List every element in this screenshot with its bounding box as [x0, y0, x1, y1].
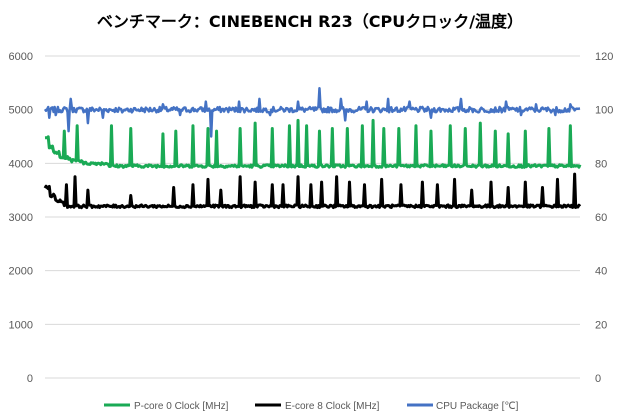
left-axis-ticks: 0 1000 2000 3000 4000 5000 6000	[9, 51, 33, 385]
right-tick-label: 0	[595, 373, 601, 385]
series-line-2	[43, 86, 581, 138]
left-tick-label: 6000	[9, 51, 33, 63]
series-line-0	[44, 118, 582, 169]
right-tick-label: 60	[595, 212, 607, 224]
legend: P-core 0 Clock [MHz] E-core 8 Clock [MHz]…	[104, 401, 519, 412]
right-tick-label: 100	[595, 105, 613, 117]
left-tick-label: 0	[27, 373, 33, 385]
legend-label-0: P-core 0 Clock [MHz]	[134, 401, 229, 412]
series-lines	[43, 86, 582, 210]
right-tick-label: 80	[595, 158, 607, 170]
left-tick-label: 5000	[9, 105, 33, 117]
legend-label-1: E-core 8 Clock [MHz]	[285, 401, 380, 412]
legend-label-2: CPU Package [℃]	[436, 401, 519, 412]
series-line-1	[43, 172, 582, 210]
grid	[45, 55, 580, 379]
left-tick-label: 2000	[9, 266, 33, 278]
left-tick-label: 4000	[9, 158, 33, 170]
chart-title: ベンチマーク：CINEBENCH R23（CPUクロック/温度）	[97, 12, 523, 31]
right-tick-label: 120	[595, 51, 613, 63]
right-axis-ticks: 0 20 40 60 80 100 120	[595, 51, 613, 385]
left-tick-label: 3000	[9, 212, 33, 224]
right-tick-label: 40	[595, 266, 607, 278]
right-tick-label: 20	[595, 319, 607, 331]
left-tick-label: 1000	[9, 319, 33, 331]
